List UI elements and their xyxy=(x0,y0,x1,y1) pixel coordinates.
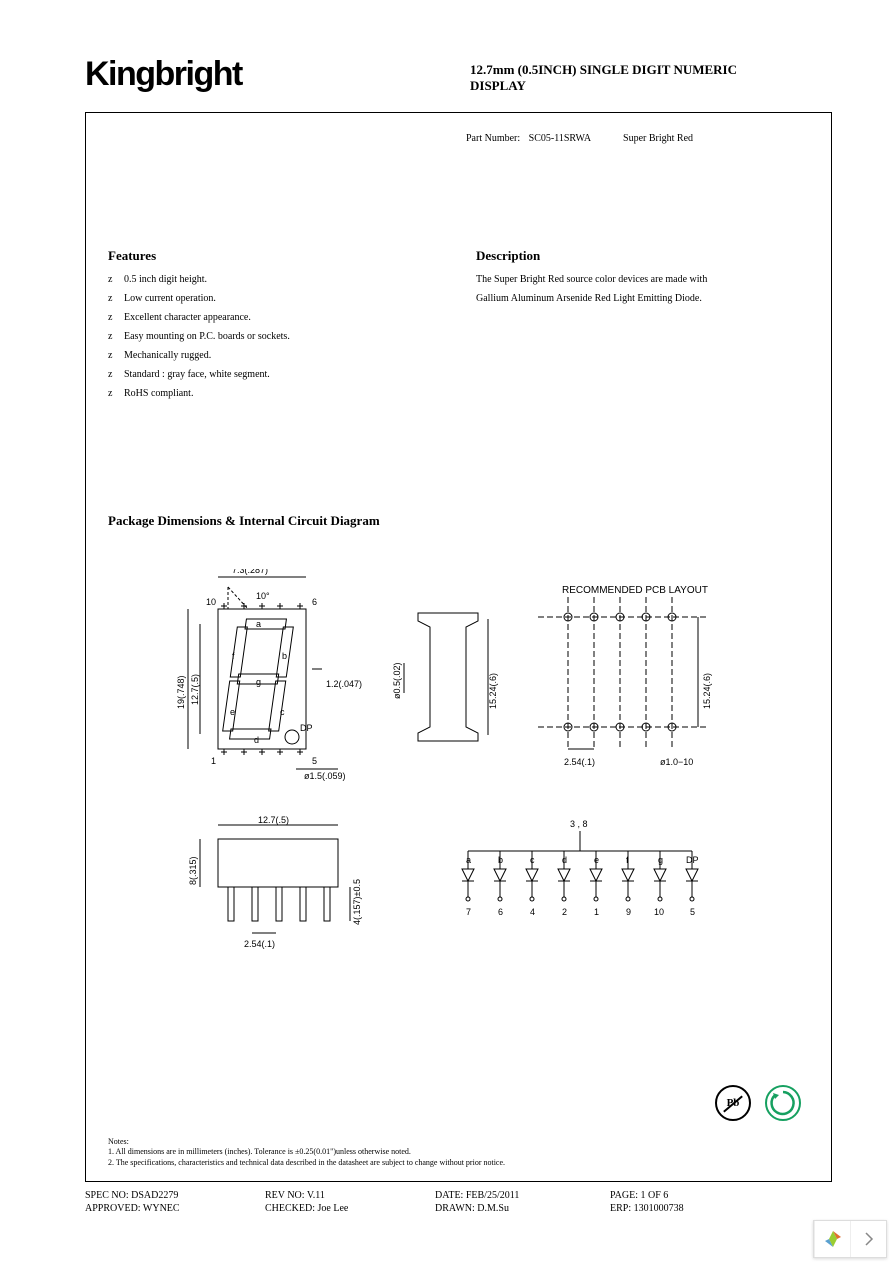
rev-label: REV NO: xyxy=(265,1190,305,1201)
part-number-line: Part Number: SC05-11SRWA Super Bright Re… xyxy=(466,133,693,144)
svg-text:c: c xyxy=(280,707,285,717)
svg-text:5: 5 xyxy=(690,907,695,917)
drawn-value: D.M.Su xyxy=(477,1203,509,1214)
viewer-logo-icon[interactable] xyxy=(814,1221,850,1257)
approved-value: WYNEC xyxy=(143,1203,180,1214)
svg-text:2.54(.1): 2.54(.1) xyxy=(244,939,275,949)
checked-label: CHECKED: xyxy=(265,1203,315,1214)
rohs-icon xyxy=(765,1085,801,1121)
feature-item: Excellent character appearance. xyxy=(108,308,448,327)
package-diagram: 7.3(.287) 10° 10 6 1 5 a b c d e f g DP … xyxy=(108,569,808,1009)
svg-text:10: 10 xyxy=(654,907,664,917)
svg-text:15.24(.6): 15.24(.6) xyxy=(702,673,712,709)
rev-value: V.11 xyxy=(307,1190,325,1201)
svg-text:a: a xyxy=(256,619,261,629)
svg-text:e: e xyxy=(594,855,599,865)
approved-label: APPROVED: xyxy=(85,1203,141,1214)
svg-text:g: g xyxy=(658,855,663,865)
svg-text:15.24(.6): 15.24(.6) xyxy=(488,673,498,709)
svg-text:9: 9 xyxy=(626,907,631,917)
svg-text:ø1.0−10: ø1.0−10 xyxy=(660,757,693,767)
diagram-area: 7.3(.287) 10° 10 6 1 5 a b c d e f g DP … xyxy=(108,569,809,1009)
svg-text:7.3(.287): 7.3(.287) xyxy=(232,569,268,575)
svg-text:4(.157)±0.5: 4(.157)±0.5 xyxy=(352,879,362,925)
svg-text:DP: DP xyxy=(686,855,699,865)
package-heading: Package Dimensions & Internal Circuit Di… xyxy=(108,513,809,529)
svg-text:f: f xyxy=(232,651,235,661)
svg-text:e: e xyxy=(230,707,235,717)
svg-text:2: 2 xyxy=(562,907,567,917)
svg-text:ø0.5(.02): ø0.5(.02) xyxy=(392,662,402,699)
description-text: The Super Bright Red source color device… xyxy=(476,270,809,308)
page-value: 1 OF 6 xyxy=(640,1190,668,1201)
checked-value: Joe Lee xyxy=(318,1203,349,1214)
svg-text:RECOMMENDED PCB LAYOUT: RECOMMENDED PCB LAYOUT xyxy=(562,585,708,596)
part-color: Super Bright Red xyxy=(623,133,693,144)
viewer-nav xyxy=(813,1220,887,1258)
note-line: 2. The specifications, characteristics a… xyxy=(108,1158,505,1169)
svg-text:19(.748): 19(.748) xyxy=(176,675,186,709)
svg-text:d: d xyxy=(562,855,567,865)
svg-text:8(.315): 8(.315) xyxy=(188,856,198,885)
svg-text:7: 7 xyxy=(466,907,471,917)
svg-text:b: b xyxy=(282,651,287,661)
svg-text:c: c xyxy=(530,855,535,865)
spec-label: SPEC NO: xyxy=(85,1190,129,1201)
part-number-value: SC05-11SRWA xyxy=(529,133,591,144)
feature-item: 0.5 inch digit height. xyxy=(108,270,448,289)
next-page-button[interactable] xyxy=(850,1221,886,1257)
compliance-marks: Pb xyxy=(715,1085,801,1121)
svg-text:d: d xyxy=(254,735,259,745)
svg-text:ø1.5(.059): ø1.5(.059) xyxy=(304,771,346,781)
date-label: DATE: xyxy=(435,1190,463,1201)
date-value: FEB/25/2011 xyxy=(466,1190,520,1201)
features-list: 0.5 inch digit height. Low current opera… xyxy=(108,270,448,403)
svg-text:b: b xyxy=(498,855,503,865)
description-line: Gallium Aluminum Arsenide Red Light Emit… xyxy=(476,289,809,308)
footer: SPEC NO: DSAD2279 REV NO: V.11 DATE: FEB… xyxy=(85,1190,832,1214)
feature-item: Mechanically rugged. xyxy=(108,346,448,365)
notes-heading: Notes: xyxy=(108,1137,505,1148)
svg-text:a: a xyxy=(466,855,471,865)
svg-text:g: g xyxy=(256,677,261,687)
svg-text:3 , 8: 3 , 8 xyxy=(570,819,588,829)
features-heading: Features xyxy=(108,248,448,264)
svg-text:5: 5 xyxy=(312,756,317,766)
feature-item: RoHS compliant. xyxy=(108,384,448,403)
page-label: PAGE: xyxy=(610,1190,638,1201)
pbfree-icon: Pb xyxy=(715,1085,751,1121)
note-line: 1. All dimensions are in millimeters (in… xyxy=(108,1147,505,1158)
notes: Notes: 1. All dimensions are in millimet… xyxy=(108,1137,505,1169)
description-heading: Description xyxy=(476,248,809,264)
drawn-label: DRAWN: xyxy=(435,1203,475,1214)
erp-label: ERP: xyxy=(610,1203,631,1214)
svg-text:2.54(.1): 2.54(.1) xyxy=(564,757,595,767)
svg-text:10: 10 xyxy=(206,597,216,607)
svg-text:1: 1 xyxy=(211,756,216,766)
feature-item: Standard : gray face, white segment. xyxy=(108,365,448,384)
svg-text:12.7(.5): 12.7(.5) xyxy=(190,674,200,705)
svg-text:f: f xyxy=(626,855,629,865)
part-number-label: Part Number: xyxy=(466,133,520,144)
svg-text:12.7(.5): 12.7(.5) xyxy=(258,815,289,825)
svg-text:1.2(.047): 1.2(.047) xyxy=(326,679,362,689)
svg-text:6: 6 xyxy=(498,907,503,917)
doc-title: 12.7mm (0.5INCH) SINGLE DIGIT NUMERIC DI… xyxy=(470,62,770,95)
svg-text:10°: 10° xyxy=(256,591,270,601)
content-frame: Part Number: SC05-11SRWA Super Bright Re… xyxy=(85,112,832,1182)
description-line: The Super Bright Red source color device… xyxy=(476,270,809,289)
feature-item: Low current operation. xyxy=(108,289,448,308)
svg-text:4: 4 xyxy=(530,907,535,917)
svg-text:DP: DP xyxy=(300,723,313,733)
svg-text:6: 6 xyxy=(312,597,317,607)
spec-value: DSAD2279 xyxy=(131,1190,178,1201)
svg-text:1: 1 xyxy=(594,907,599,917)
feature-item: Easy mounting on P.C. boards or sockets. xyxy=(108,327,448,346)
erp-value: 1301000738 xyxy=(634,1203,684,1214)
